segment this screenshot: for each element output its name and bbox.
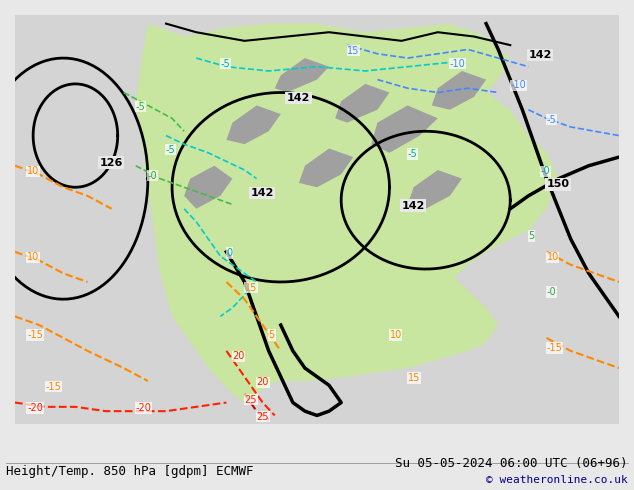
Text: -10: -10: [450, 59, 465, 69]
Text: -5: -5: [408, 149, 417, 159]
Text: 20: 20: [233, 351, 245, 362]
Polygon shape: [372, 105, 438, 153]
Text: 10: 10: [389, 330, 402, 340]
Polygon shape: [432, 71, 486, 110]
Text: 142: 142: [528, 50, 552, 60]
Text: 142: 142: [401, 201, 425, 211]
Text: Height/Temp. 850 hPa [gdpm] ECMWF: Height/Temp. 850 hPa [gdpm] ECMWF: [6, 465, 254, 478]
Text: 25: 25: [245, 394, 257, 405]
Polygon shape: [275, 58, 329, 93]
Text: 142: 142: [250, 188, 274, 198]
Polygon shape: [299, 148, 353, 187]
Text: 10: 10: [27, 166, 39, 176]
Text: 0: 0: [226, 248, 233, 258]
Text: 10: 10: [27, 252, 39, 263]
Polygon shape: [408, 170, 462, 209]
Polygon shape: [226, 105, 281, 144]
Polygon shape: [136, 24, 559, 403]
Text: -0: -0: [547, 287, 556, 297]
Text: 142: 142: [287, 93, 310, 103]
Text: 150: 150: [547, 179, 569, 189]
Text: 10: 10: [547, 252, 559, 263]
Text: -5: -5: [136, 102, 146, 112]
Text: Su 05-05-2024 06:00 UTC (06+96): Su 05-05-2024 06:00 UTC (06+96): [395, 457, 628, 470]
Text: 126: 126: [100, 158, 123, 168]
Text: 20: 20: [257, 377, 269, 387]
Polygon shape: [335, 84, 389, 122]
Text: -15: -15: [45, 382, 61, 392]
Text: 15: 15: [408, 373, 420, 383]
Text: -20: -20: [136, 403, 152, 413]
Polygon shape: [184, 166, 233, 209]
Text: -0: -0: [540, 166, 550, 176]
Text: 5: 5: [528, 231, 534, 241]
Text: 5: 5: [269, 330, 275, 340]
Text: -5: -5: [221, 59, 230, 69]
Text: -5: -5: [166, 145, 176, 155]
Text: -15: -15: [547, 343, 562, 353]
Polygon shape: [226, 247, 498, 381]
Text: © weatheronline.co.uk: © weatheronline.co.uk: [486, 475, 628, 485]
Text: 15: 15: [347, 46, 359, 56]
FancyBboxPatch shape: [15, 15, 619, 424]
Text: -15: -15: [27, 330, 43, 340]
Text: 25: 25: [257, 412, 269, 422]
Text: -20: -20: [27, 403, 43, 413]
Text: 15: 15: [245, 283, 257, 293]
Text: -5: -5: [547, 115, 556, 124]
Text: -10: -10: [510, 80, 526, 90]
Text: -0: -0: [148, 171, 157, 181]
